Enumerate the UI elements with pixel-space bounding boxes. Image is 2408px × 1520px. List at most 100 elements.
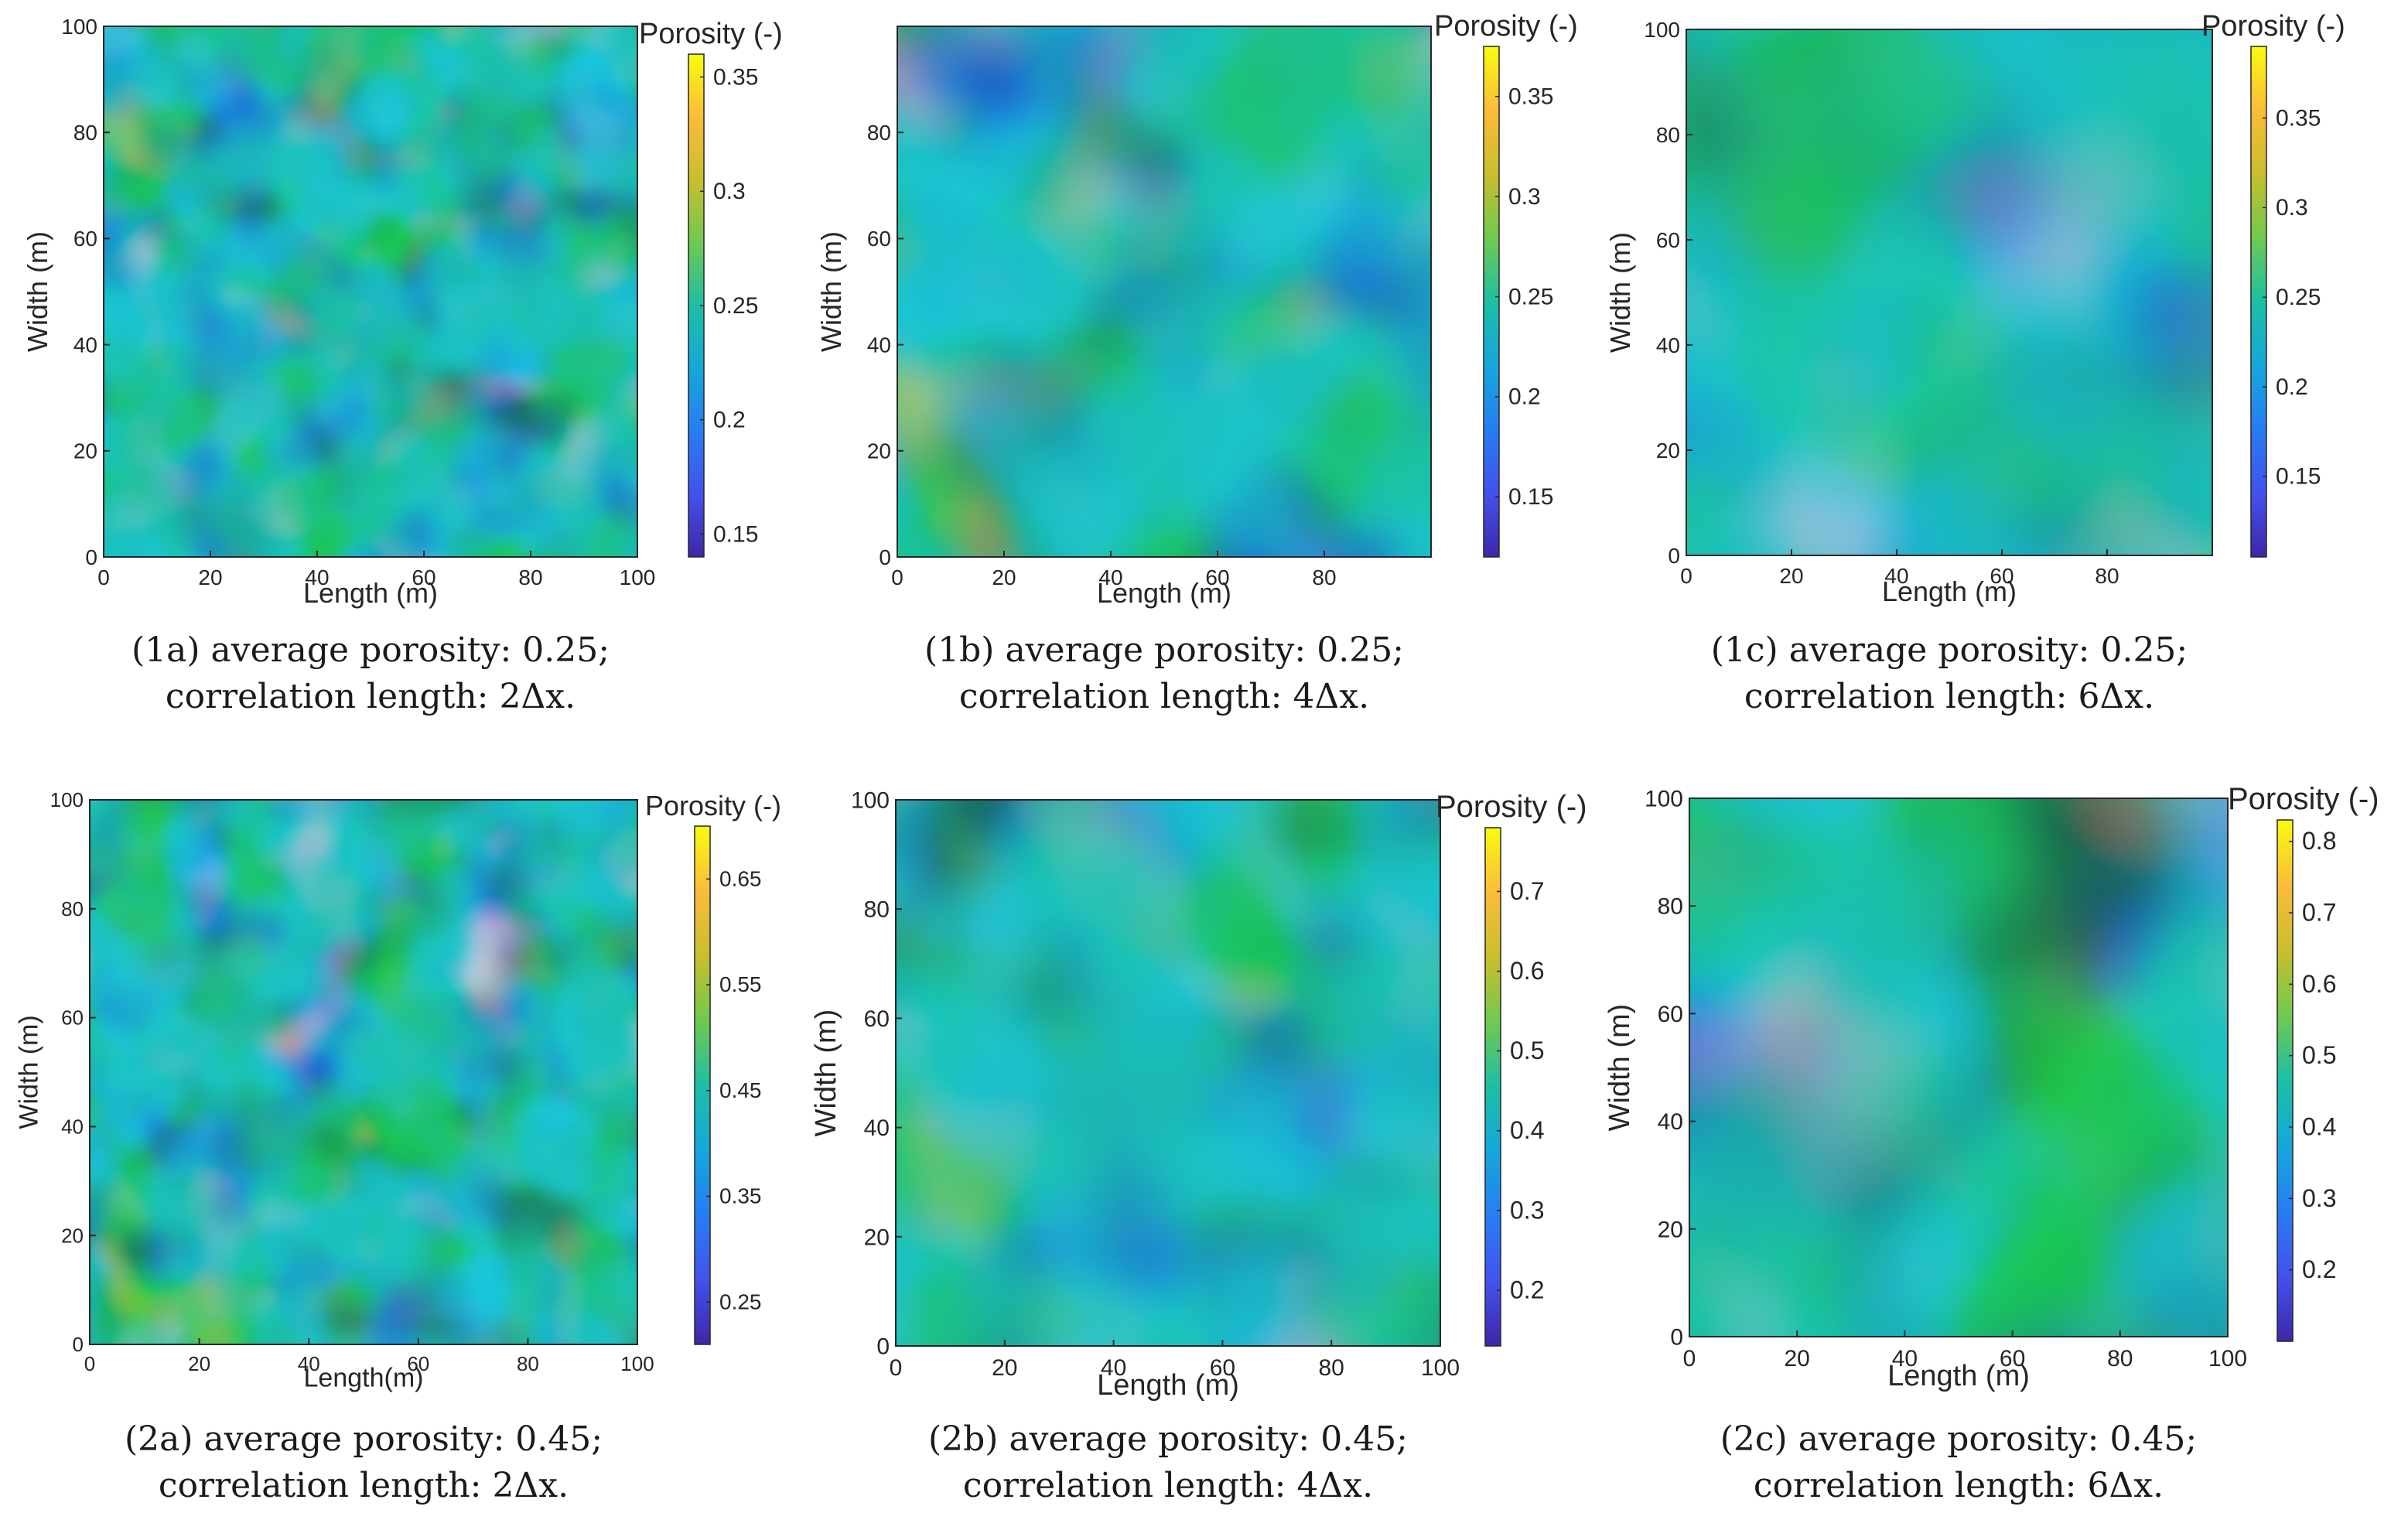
- colorbar-tick-label: 0.45: [719, 1078, 762, 1102]
- x-tick-label: 100: [620, 565, 656, 589]
- colorbar-tick-label: 0.3: [713, 179, 746, 204]
- colorbar-tick-label: 0.25: [2276, 285, 2321, 310]
- y-axis-label: Width (m): [22, 231, 53, 352]
- y-tick-label: 100: [50, 788, 84, 811]
- x-axis-label: Length (m): [1882, 576, 2017, 607]
- x-tick-label: 40: [1098, 565, 1122, 589]
- panel-caption-line: (1a) average porosity: 0.25;: [132, 630, 610, 670]
- y-tick-label: 20: [864, 1225, 890, 1250]
- x-tick-label: 80: [517, 1352, 539, 1375]
- panel-1a: 0 20 40 60 80 100 0 20 40 60 80 100 Length (m) Width …: [22, 15, 783, 716]
- x-tick-label: 0: [84, 1352, 95, 1375]
- colorbar-tick-label: 0.15: [2276, 464, 2321, 490]
- panel-caption-line: correlation length: 6Δx.: [1754, 1466, 2164, 1505]
- y-tick-label: 0: [73, 1333, 84, 1356]
- colorbar-tick-label: 0.15: [1508, 484, 1553, 510]
- x-tick-label: 80: [2095, 564, 2119, 588]
- colorbar-title: Porosity (-): [639, 18, 783, 50]
- x-tick-label: 60: [407, 1352, 429, 1375]
- x-axis-label: Length (m): [303, 577, 438, 609]
- y-axis-label: Width (m): [1604, 1004, 1636, 1132]
- porosity-map-1c: [1686, 29, 2213, 556]
- y-tick-label: 100: [851, 788, 890, 814]
- panel-caption-line: correlation length: 4Δx.: [959, 677, 1369, 716]
- y-axis-label: Width (m): [815, 231, 847, 352]
- x-tick-label: 0: [890, 1355, 903, 1381]
- y-tick-label: 40: [73, 333, 97, 357]
- colorbar-tick-label: 0.3: [2302, 1184, 2336, 1212]
- colorbar-tick-label: 0.55: [719, 972, 762, 996]
- y-tick-label: 0: [876, 1334, 890, 1360]
- panel-caption-line: (2c) average porosity: 0.45;: [1720, 1419, 2198, 1459]
- colorbar-title: Porosity (-): [1434, 10, 1578, 43]
- panel-caption-line: correlation length: 4Δx.: [963, 1466, 1373, 1505]
- y-tick-label: 20: [1656, 439, 1680, 463]
- x-tick-label: 60: [412, 565, 435, 589]
- y-tick-label: 80: [864, 897, 890, 923]
- y-tick-label: 100: [61, 15, 97, 39]
- x-tick-label: 40: [298, 1352, 320, 1375]
- y-tick-label: 60: [61, 1006, 84, 1030]
- panel-1b: 0 20 40 60 80 0 20 40 60 80 Length (m) Width (m) Por…: [815, 10, 1578, 716]
- panel-caption-line: (2b) average porosity: 0.45;: [928, 1419, 1408, 1459]
- y-tick-label: 20: [73, 439, 97, 463]
- colorbar-title: Porosity (-): [2228, 782, 2379, 816]
- y-tick-label: 80: [1658, 894, 1683, 920]
- y-tick-label: 60: [864, 1006, 890, 1032]
- x-tick-label: 100: [620, 1352, 654, 1375]
- colorbar-title: Porosity (-): [2201, 10, 2345, 43]
- y-tick-label: 60: [73, 227, 97, 251]
- x-tick-label: 0: [1680, 564, 1692, 588]
- y-tick-label: 60: [1658, 1002, 1683, 1027]
- x-tick-label: 80: [518, 565, 542, 589]
- x-tick-label: 100: [2208, 1346, 2247, 1371]
- x-axis-label: Length (m): [1097, 577, 1231, 609]
- colorbar-tick-label: 0.35: [2276, 105, 2321, 131]
- y-tick-label: 0: [85, 545, 97, 569]
- colorbar-tick-label: 0.4: [1510, 1116, 1544, 1144]
- y-tick-label: 20: [1658, 1217, 1683, 1242]
- colorbar-tick-label: 0.25: [719, 1289, 762, 1313]
- y-tick-label: 0: [1670, 1325, 1683, 1351]
- y-tick-label: 0: [879, 545, 891, 569]
- colorbar-tick-label: 0.15: [713, 521, 758, 547]
- x-tick-label: 0: [97, 565, 110, 589]
- colorbar-2a: [694, 825, 711, 1345]
- colorbar-tick-label: 0.5: [1510, 1037, 1544, 1064]
- colorbar-tick-label: 0.7: [2302, 899, 2336, 927]
- x-tick-label: 20: [198, 565, 222, 589]
- colorbar-tick-label: 0.35: [719, 1184, 762, 1208]
- x-tick-label: 20: [1785, 1346, 1810, 1371]
- panel-caption-line: (2a) average porosity: 0.45;: [125, 1419, 603, 1459]
- colorbar-tick-label: 0.7: [1510, 877, 1544, 905]
- colorbar-tick-label: 0.35: [1508, 84, 1553, 110]
- x-tick-label: 100: [1421, 1355, 1460, 1381]
- colorbar-tick-label: 0.2: [2276, 374, 2308, 400]
- x-tick-label: 20: [992, 565, 1016, 589]
- x-tick-label: 20: [1779, 564, 1803, 588]
- panel-caption-line: correlation length: 6Δx.: [1744, 677, 2154, 716]
- x-tick-label: 20: [992, 1355, 1017, 1381]
- x-axis-label: Length(m): [304, 1364, 424, 1393]
- y-tick-label: 80: [867, 121, 891, 145]
- x-tick-label: 20: [188, 1352, 210, 1375]
- colorbar-tick-label: 0.5: [2302, 1041, 2336, 1069]
- x-tick-label: 40: [305, 565, 329, 589]
- panel-caption-line: correlation length: 2Δx.: [166, 677, 576, 716]
- x-tick-label: 80: [1312, 565, 1336, 589]
- panel-caption-line: (1c) average porosity: 0.25;: [1711, 630, 2188, 670]
- x-tick-label: 0: [891, 565, 903, 589]
- x-tick-label: 60: [1990, 564, 2013, 588]
- y-axis-label: Width (m): [14, 1015, 43, 1129]
- colorbar-tick-label: 0.2: [1510, 1276, 1544, 1303]
- panel-2b: 0 20 40 60 80 100 0 20 40 60 80 100 Length (m) Width …: [810, 788, 1587, 1506]
- x-axis-label: Length (m): [1097, 1369, 1239, 1402]
- colorbar-tick-label: 0.8: [2302, 827, 2336, 855]
- colorbar-tick-label: 0.65: [719, 866, 762, 890]
- y-tick-label: 40: [864, 1115, 890, 1141]
- y-tick-label: 80: [61, 897, 84, 921]
- colorbar-tick-label: 0.4: [2302, 1113, 2336, 1141]
- colorbar-2c: [2276, 819, 2294, 1342]
- porosity-map-2c: [1689, 798, 2229, 1337]
